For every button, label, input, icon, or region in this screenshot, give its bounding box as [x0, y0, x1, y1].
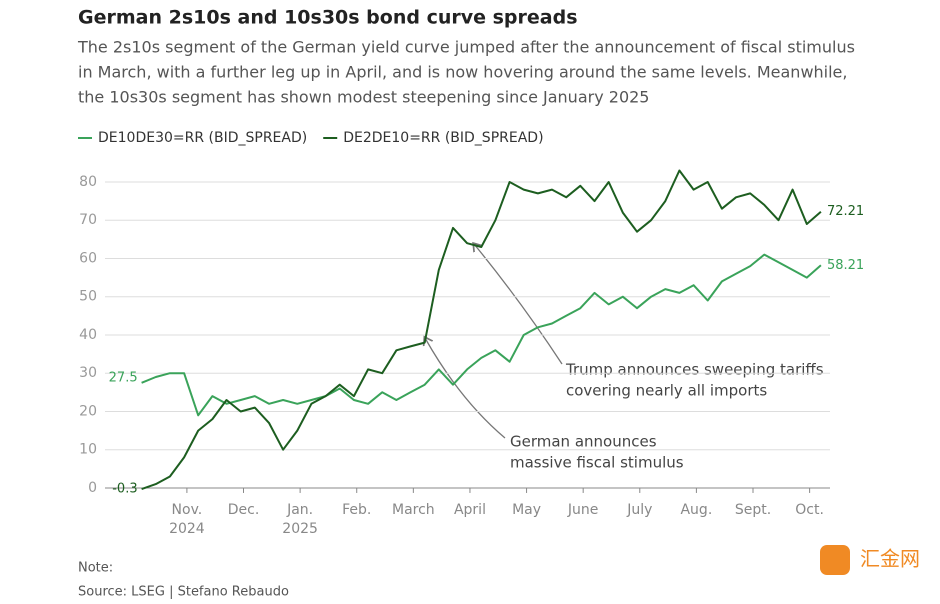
y-tick-label: 50 [79, 289, 97, 305]
arrow [474, 244, 563, 365]
x-tick-label: March [392, 502, 435, 518]
annotation: massive fiscal stimulus [510, 454, 684, 472]
source: Source: LSEG | Stefano Rebaudo [78, 585, 289, 600]
y-tick-label: 10 [79, 442, 97, 458]
value-label: 58.21 [827, 258, 864, 273]
value-label: 27.5 [109, 370, 138, 385]
logo [820, 545, 850, 575]
legend-label: DE2DE10=RR (BID_SPREAD) [343, 130, 543, 146]
subtitle: The 2s10s segment of the German yield cu… [77, 38, 855, 57]
x-tick-label: July [626, 502, 652, 518]
x-tick-label: Nov. 2024 [169, 502, 205, 537]
x-tick-label: Dec. [228, 502, 260, 518]
annotation: Trump announces sweeping tariffs [565, 361, 824, 379]
subtitle: in March, with a further leg up in April… [78, 63, 847, 82]
x-tick-label: Oct. [795, 502, 824, 518]
watermark: 汇金网 [860, 547, 920, 571]
x-tick-label: April [454, 502, 486, 518]
series-line [141, 169, 822, 491]
annotation: covering nearly all imports [566, 382, 767, 400]
value-label: -0.3 [112, 482, 137, 497]
legend-label: DE10DE30=RR (BID_SPREAD) [98, 130, 307, 146]
y-tick-label: 40 [79, 327, 97, 343]
x-tick-label: May [512, 502, 541, 518]
y-tick-label: 30 [79, 365, 97, 381]
y-tick-label: 20 [79, 403, 97, 419]
x-tick-label: Aug. [680, 502, 712, 518]
y-tick-label: 0 [88, 480, 97, 496]
annotation: German announces [510, 433, 657, 451]
x-tick-label: June [567, 502, 599, 518]
x-tick-label: Jan. 2025 [282, 502, 318, 537]
series-line [141, 253, 822, 417]
note: Note: [78, 561, 113, 576]
arrow [425, 338, 506, 439]
x-tick-label: Sept. [735, 502, 771, 518]
chart-title: German 2s10s and 10s30s bond curve sprea… [78, 7, 578, 29]
y-tick-label: 60 [79, 250, 97, 266]
subtitle: the 10s30s segment has shown modest stee… [78, 88, 649, 107]
x-tick-label: Feb. [342, 502, 371, 518]
value-label: 72.21 [827, 204, 864, 219]
y-tick-label: 70 [79, 212, 97, 228]
y-tick-label: 80 [79, 174, 97, 190]
